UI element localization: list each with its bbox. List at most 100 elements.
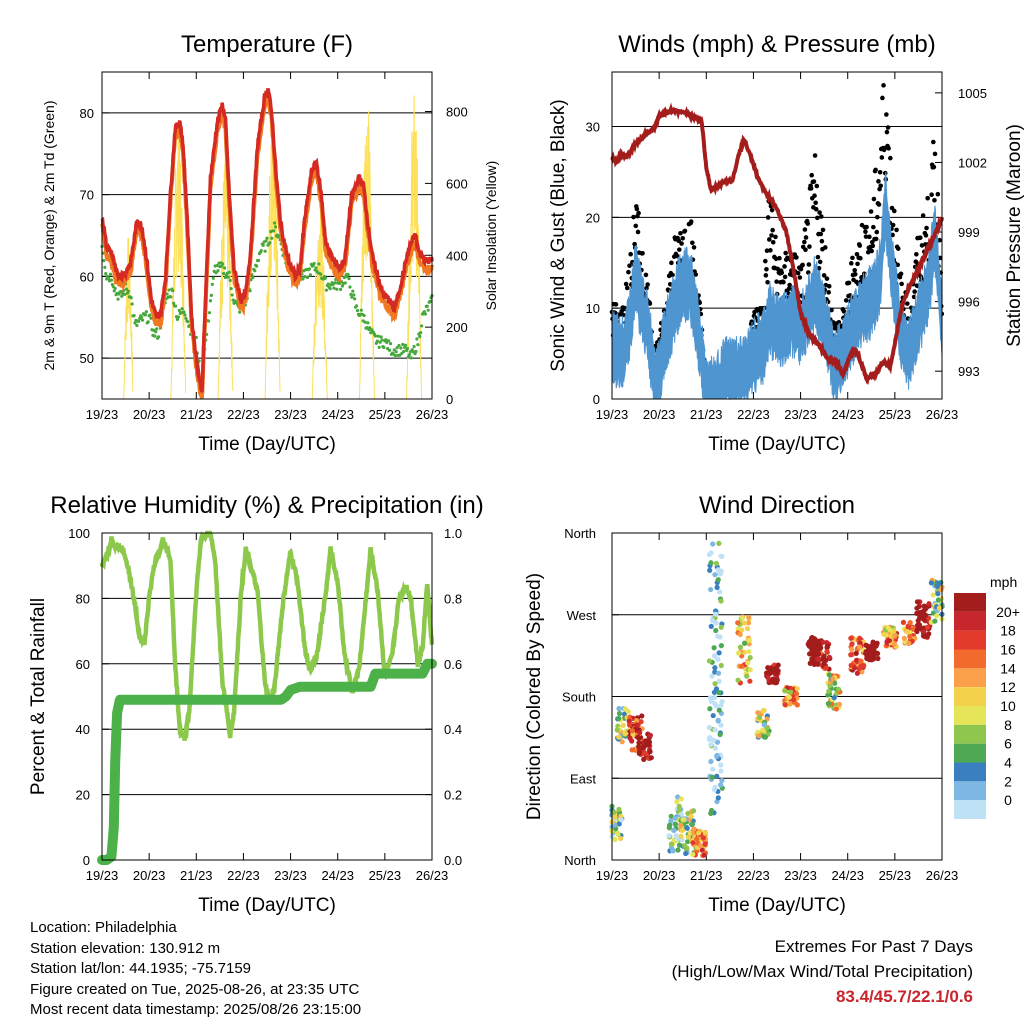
direction-point	[830, 676, 836, 682]
gust-point	[852, 267, 857, 273]
colorbar-swatch	[954, 649, 986, 669]
gust-point	[815, 254, 821, 260]
dewpoint-point	[272, 221, 277, 225]
dewpoint-point	[216, 269, 220, 273]
gust-point	[781, 279, 786, 285]
dewpoint-point	[211, 276, 215, 280]
direction-point	[907, 633, 913, 640]
gust-point	[787, 282, 792, 288]
dewpoint-point	[103, 265, 107, 269]
dewpoint-point	[180, 307, 184, 311]
gust-point	[769, 233, 774, 238]
direction-point	[935, 597, 941, 603]
dewpoint-point	[409, 356, 413, 360]
gust-point	[931, 139, 936, 145]
y-tick-label: North	[564, 526, 596, 541]
direction-point	[916, 622, 923, 628]
direction-point	[809, 634, 815, 641]
direction-point	[816, 651, 822, 657]
gust-point	[814, 183, 820, 189]
direction-point	[717, 634, 723, 640]
direction-point	[685, 838, 691, 845]
direction-point	[856, 644, 863, 650]
humidity-line	[99, 530, 435, 741]
dewpoint-point	[226, 275, 230, 279]
direction-point	[615, 831, 621, 837]
created-text: Figure created on Tue, 2025-08-26, at 23…	[30, 980, 360, 998]
direction-point	[647, 749, 653, 755]
direction-point	[712, 681, 718, 687]
direction-point	[786, 694, 792, 700]
direction-point	[717, 589, 723, 595]
direction-point	[674, 836, 680, 842]
direction-point	[924, 624, 931, 631]
direction-point	[739, 615, 745, 621]
direction-point	[708, 742, 714, 748]
direction-point	[921, 629, 927, 635]
gust-point	[633, 223, 639, 229]
direction-point	[824, 643, 831, 649]
gust-point	[843, 298, 849, 303]
gust-point	[914, 251, 919, 257]
direction-point	[678, 833, 684, 839]
gust-point	[932, 151, 938, 157]
gust-point	[885, 125, 891, 130]
direction-point	[760, 727, 766, 733]
gust-point	[888, 155, 893, 161]
gust-point	[678, 231, 683, 236]
x-tick-label: 21/23	[690, 868, 723, 883]
direction-point	[713, 627, 719, 634]
direction-point	[712, 694, 718, 701]
dewpoint-point	[140, 318, 145, 322]
direction-point	[761, 722, 767, 728]
dewpoint-point	[352, 293, 356, 297]
direction-point	[616, 821, 622, 827]
dewpoint-point	[109, 278, 114, 282]
direction-point	[620, 722, 626, 728]
dewpoint-point	[319, 272, 323, 276]
chart4-x-axis-label: Time (Day/UTC)	[708, 895, 846, 916]
gust-point	[825, 299, 831, 305]
gust-point	[895, 262, 900, 268]
gust-point	[820, 227, 826, 233]
direction-point	[906, 640, 912, 647]
dewpoint-point	[207, 311, 212, 315]
dewpoint-point	[184, 316, 188, 320]
gust-point	[876, 202, 882, 207]
y2-tick-label: 993	[958, 364, 980, 379]
gust-point	[765, 215, 771, 220]
gust-point	[803, 247, 808, 253]
direction-point	[735, 677, 741, 683]
chart2-title: Winds (mph) & Pressure (mb)	[618, 31, 935, 58]
direction-point	[690, 851, 696, 858]
dewpoint-point	[167, 288, 171, 292]
direction-point	[746, 614, 752, 621]
dewpoint-point	[228, 278, 232, 283]
x-tick-label: 21/23	[180, 407, 213, 422]
y-tick-label: West	[567, 608, 597, 623]
gust-point	[824, 276, 830, 281]
y2-tick-label: 1002	[958, 155, 987, 170]
gust-point	[628, 251, 633, 257]
dewpoint-point	[255, 264, 259, 268]
dewpoint-point	[340, 284, 345, 288]
plot-border	[611, 532, 943, 861]
gust-point	[806, 262, 812, 267]
gust-point	[813, 206, 819, 212]
gust-point	[691, 245, 697, 250]
dewpoint-point	[426, 308, 430, 312]
direction-point	[691, 808, 697, 814]
direction-point	[676, 803, 682, 809]
dewpoint-point	[353, 297, 357, 301]
y2-tick-label: 996	[958, 295, 980, 310]
direction-point	[691, 826, 697, 832]
y2-tick-label: 1005	[958, 86, 987, 101]
dewpoint-point	[223, 275, 228, 280]
dewpoint-point	[378, 340, 382, 344]
gust-point	[764, 267, 769, 272]
dewpoint-point	[379, 335, 383, 339]
direction-point	[718, 762, 724, 768]
direction-point	[716, 678, 722, 684]
dewpoint-point	[414, 349, 418, 354]
direction-point	[718, 782, 724, 788]
